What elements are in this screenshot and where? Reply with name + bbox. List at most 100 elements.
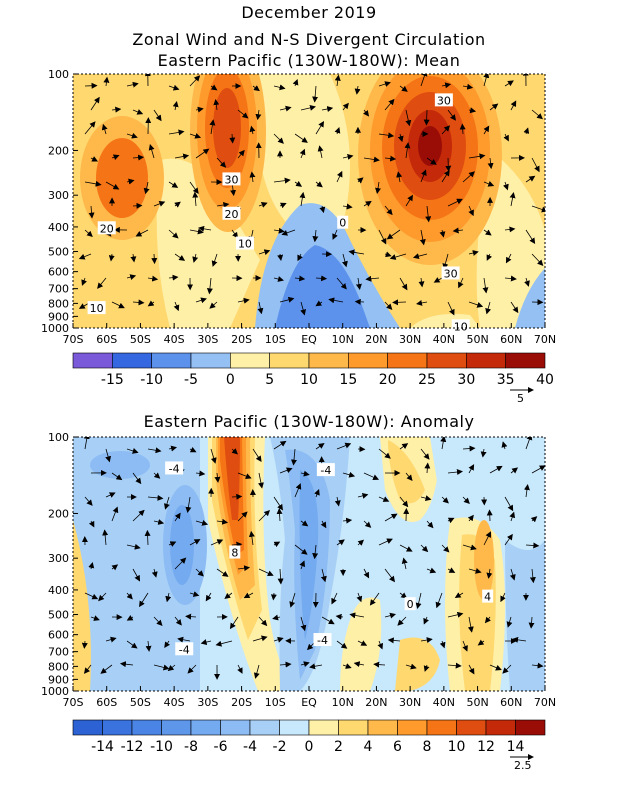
- colorbar-swatch: [161, 719, 192, 736]
- wind-vector: [229, 616, 239, 630]
- y-tick-label: 600: [48, 266, 69, 279]
- wind-vector: [357, 492, 369, 499]
- wind-vector: [439, 640, 446, 649]
- wind-vector: [195, 148, 210, 159]
- contour-label: 10: [454, 320, 468, 333]
- wind-vector: [399, 544, 413, 552]
- wind-vector: [523, 127, 530, 135]
- wind-vector: [462, 171, 475, 183]
- y-tick-label: 900: [48, 673, 69, 686]
- colorbar-swatch: [466, 352, 506, 369]
- wind-vector: [299, 148, 306, 159]
- wind-vector: [384, 301, 393, 310]
- wind-vector: [299, 560, 306, 570]
- wind-vector: [90, 156, 99, 162]
- wind-vector: [195, 520, 209, 526]
- contour-label: 0: [339, 217, 346, 230]
- colorbar-swatch: [456, 719, 487, 736]
- wind-vector: [165, 592, 172, 603]
- contour-label-box: [441, 266, 460, 280]
- wind-vector: [189, 133, 202, 139]
- x-tick-label: 50S: [130, 696, 151, 709]
- wind-vector: [185, 613, 197, 620]
- wind-vector: [334, 127, 341, 135]
- x-tick-label: 10N: [332, 333, 354, 346]
- wind-vector: [88, 561, 95, 570]
- wind-vector: [423, 664, 430, 672]
- wind-vector: [189, 591, 200, 597]
- wind-vector: [105, 181, 120, 190]
- wind-vector: [174, 557, 187, 570]
- wind-vector: [485, 301, 492, 315]
- wind-vector: [334, 74, 341, 87]
- wind-vector: [415, 592, 422, 610]
- wind-vector: [401, 557, 408, 570]
- contour-label: 30: [437, 94, 451, 107]
- wind-vector: [172, 100, 179, 111]
- wind-vector: [419, 229, 426, 246]
- wind-vector: [97, 277, 107, 289]
- colorbar-label: 25: [418, 372, 436, 388]
- wind-vector: [384, 98, 395, 111]
- wind-vector: [336, 539, 345, 546]
- wind-vector: [342, 471, 356, 478]
- x-tick-label: 40S: [164, 696, 185, 709]
- wind-vector: [291, 448, 297, 466]
- chart-title: Eastern Pacific (130W-180W): Mean: [157, 51, 461, 70]
- wind-vector: [468, 301, 484, 308]
- colorbar-label: 4: [364, 739, 373, 755]
- wind-vector: [529, 568, 536, 584]
- contour-label: -4: [169, 462, 180, 475]
- wind-vector: [153, 109, 162, 122]
- wind-vector: [253, 664, 260, 679]
- x-tick-label: 60S: [96, 696, 117, 709]
- mean-contour-labels: 30 20 20 10 10 0 30 30 10: [87, 93, 470, 333]
- x-tick-label: EQ: [301, 696, 317, 709]
- wind-vector: [168, 181, 179, 188]
- wind-vector: [300, 616, 307, 632]
- page-title: December 2019: [241, 3, 377, 22]
- wind-vector: [281, 229, 296, 236]
- wind-vector: [342, 102, 349, 111]
- colorbar-label: 0: [226, 372, 235, 388]
- wind-vector: [167, 664, 176, 672]
- wind-vector: [354, 85, 361, 95]
- wind-vector: [174, 153, 190, 160]
- y-tick-label: 1000: [41, 685, 69, 698]
- wind-vector: [88, 205, 95, 219]
- colorbar-swatch: [279, 719, 310, 736]
- wind-vector: [462, 445, 476, 452]
- wind-vector: [435, 592, 443, 609]
- wind-vector: [420, 544, 429, 553]
- wind-vector: [83, 664, 92, 674]
- wind-vector: [501, 441, 508, 450]
- wind-vector: [378, 448, 391, 459]
- wind-vector: [249, 171, 256, 183]
- wind-vector: [528, 616, 535, 629]
- wind-vector: [483, 181, 495, 187]
- wind-vector: [363, 156, 380, 163]
- wind-vector: [531, 157, 540, 173]
- contour-label-box: [451, 319, 470, 333]
- wind-vector: [272, 614, 281, 621]
- colorbar-label: 14: [507, 739, 525, 755]
- wind-vector: [192, 191, 199, 207]
- wind-vector: [510, 467, 519, 474]
- wind-vector: [315, 120, 325, 135]
- wind-vector: [452, 227, 464, 234]
- anomaly-panel: -4 -48-4-404 70S 60S 50S 40S 30S 20S 10S EQ 10N 20…: [41, 431, 556, 772]
- wind-vector: [147, 494, 164, 501]
- contour-label: 20: [224, 208, 238, 221]
- wind-vector: [447, 567, 456, 573]
- wind-vector: [531, 109, 543, 120]
- wind-vector: [103, 76, 110, 87]
- wind-vector: [108, 253, 115, 262]
- colorbar-swatch: [387, 352, 428, 369]
- y-tick-label: 100: [48, 68, 69, 81]
- y-tick-label: 700: [48, 283, 69, 296]
- wind-vector: [433, 277, 443, 283]
- wind-vector: [105, 492, 116, 498]
- colorbar-swatch: [426, 352, 467, 369]
- colorbar-swatch: [102, 719, 133, 736]
